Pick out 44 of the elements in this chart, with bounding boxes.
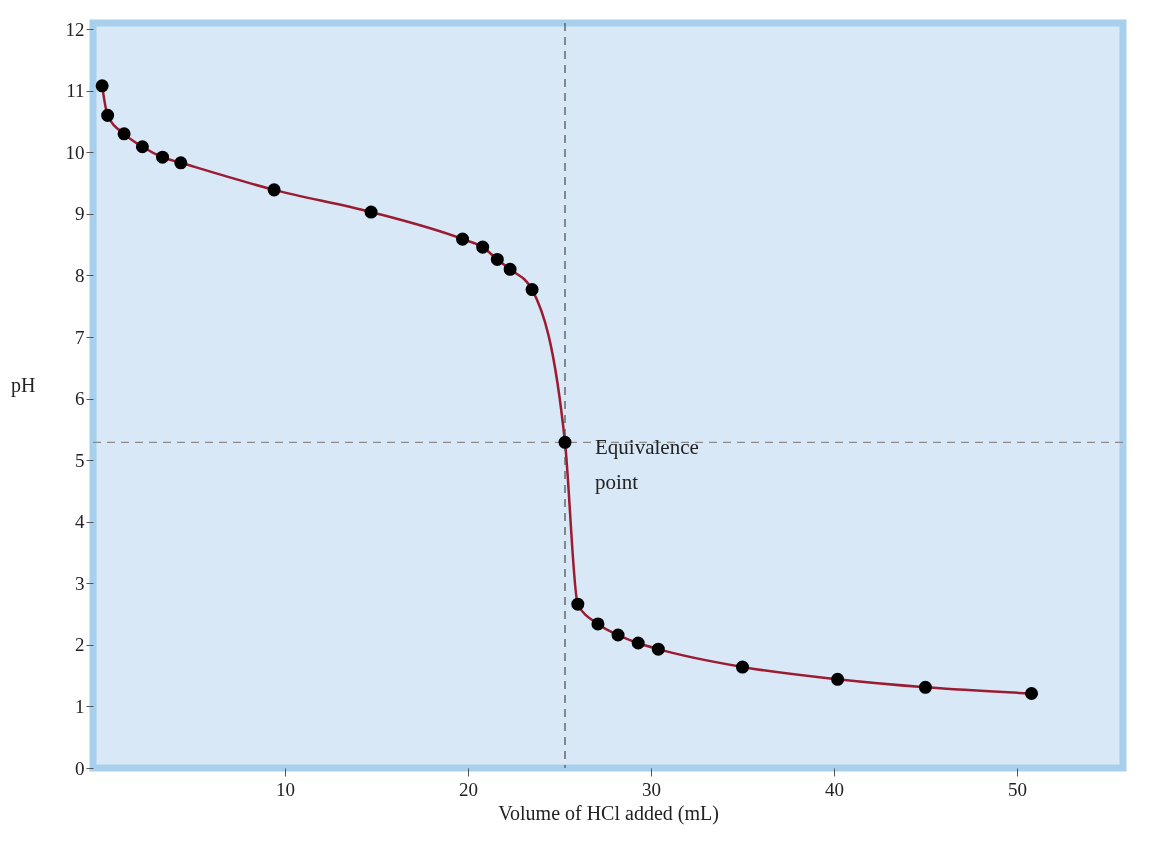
point [503,262,517,276]
y-tick-label: 7 [75,326,85,348]
point [631,636,645,650]
y-tick-label: 1 [75,695,85,717]
point [611,628,625,642]
y-tick-label: 5 [75,449,85,471]
y-tick-label: 4 [75,511,85,533]
point [95,79,109,93]
y-tick-label: 0 [75,757,85,779]
point [364,205,378,219]
point [651,642,665,656]
x-axis-title: Volume of HCl added (mL) [498,801,719,825]
point [525,283,539,297]
y-tick-label: 8 [75,264,85,286]
point [591,617,605,631]
x-tick-label: 50 [1007,778,1027,800]
point [101,108,115,122]
annotation: Equivalence point [595,435,699,495]
point [456,232,470,246]
point [1025,686,1039,701]
y-tick-label: 12 [65,18,85,40]
x-tick-label: 30 [641,778,661,800]
point [174,156,188,170]
point [558,435,572,449]
x-tick-label: 40 [824,778,844,800]
y-tick-label: 3 [75,572,85,594]
x-tick-label: 10 [276,778,296,800]
y-tick-label: 9 [75,203,85,225]
point [918,680,932,694]
point [831,672,845,686]
y-tick-label: 6 [75,388,85,410]
point [490,252,504,266]
y-tick-label: 10 [65,141,85,163]
point [476,240,490,254]
point [156,150,170,164]
y-axis-title: pH [11,374,36,397]
x-tick-label: 20 [459,778,479,800]
y-tick-label: 11 [66,80,85,102]
point [735,660,749,674]
point [571,597,585,611]
point [117,127,131,141]
point [135,140,149,154]
point [267,183,281,197]
y-tick-label: 2 [75,634,85,656]
